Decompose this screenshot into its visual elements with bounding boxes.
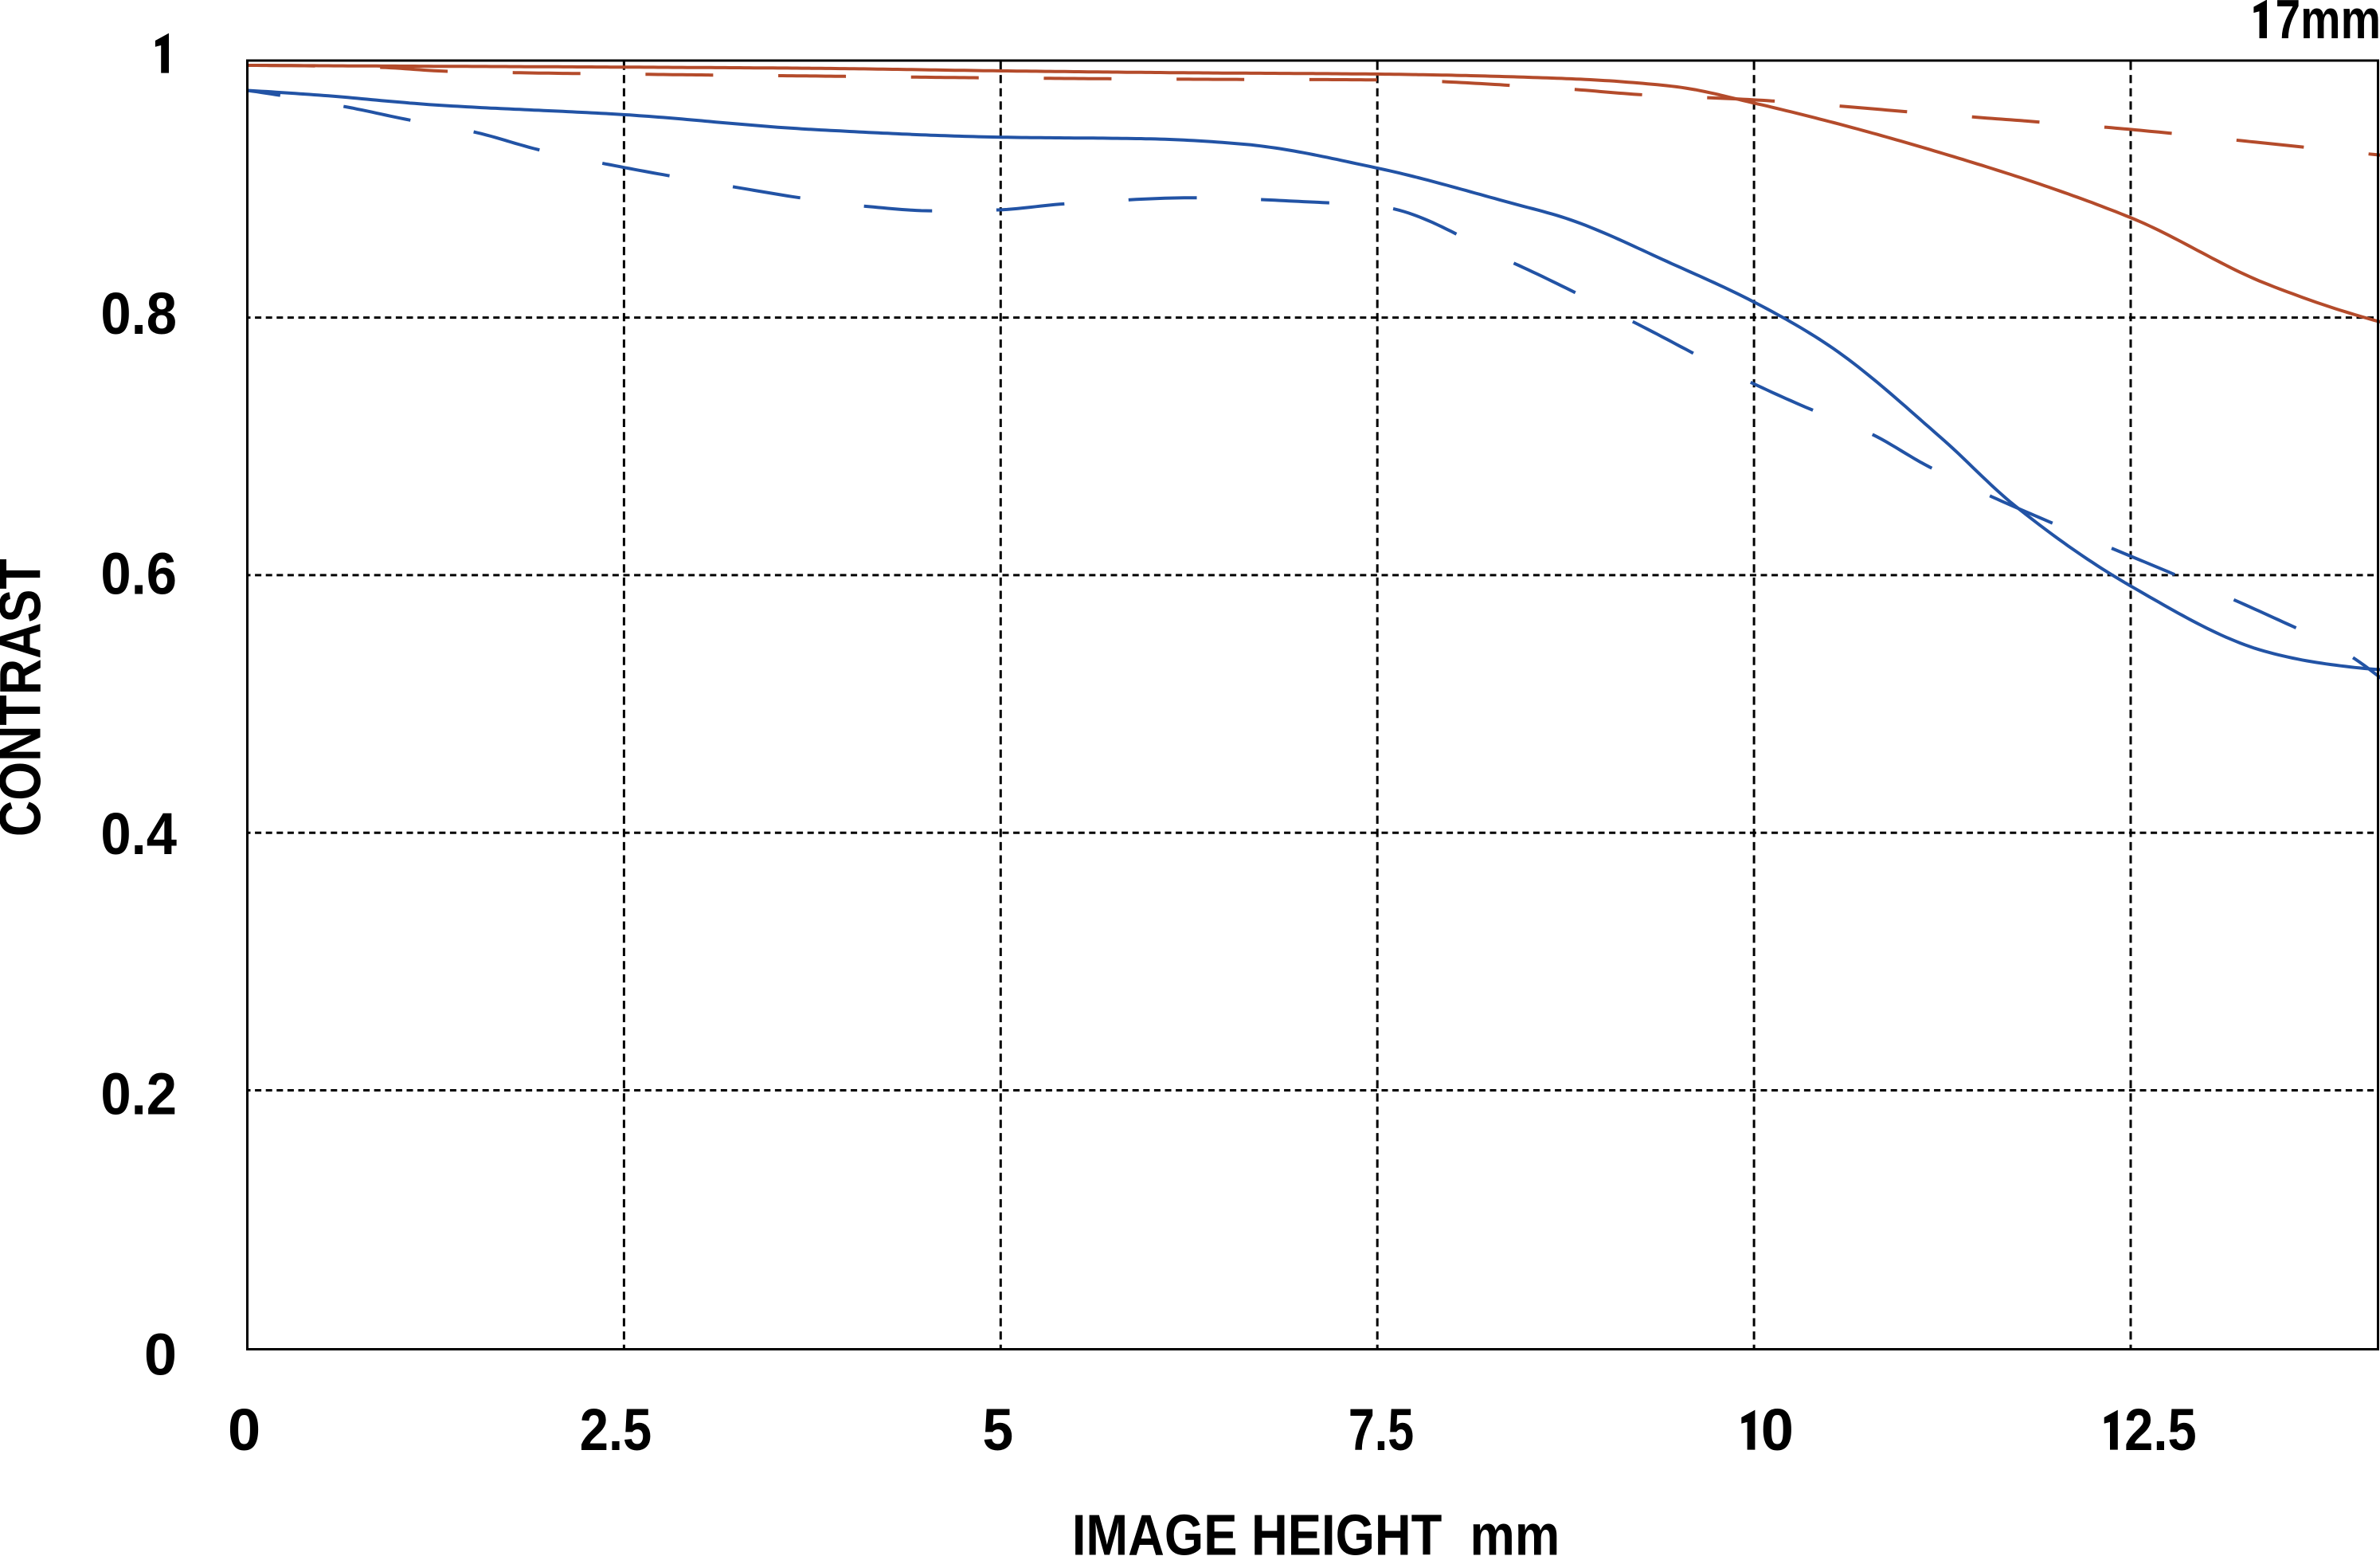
svg-text:2.5: 2.5 — [2124, 1397, 2197, 1463]
svg-text:2.5: 2.5 — [580, 1397, 652, 1463]
svg-text:7.5: 7.5 — [1349, 1397, 1414, 1464]
svg-text:0.6: 0.6 — [100, 541, 177, 607]
svg-text:IMAGE HEIGHT mm: IMAGE HEIGHT mm — [1072, 1504, 1560, 1556]
svg-text:5: 5 — [982, 1397, 1013, 1463]
svg-text:CONTRAST: CONTRAST — [0, 559, 53, 837]
svg-text:0: 0 — [1761, 1397, 1794, 1463]
svg-text:0: 0 — [144, 1322, 177, 1388]
svg-text:0.8: 0.8 — [100, 281, 177, 347]
svg-text:0: 0 — [228, 1397, 260, 1463]
svg-text:0.4: 0.4 — [100, 802, 177, 868]
svg-text:7mm: 7mm — [2276, 0, 2380, 50]
svg-text:0.2: 0.2 — [100, 1061, 177, 1127]
